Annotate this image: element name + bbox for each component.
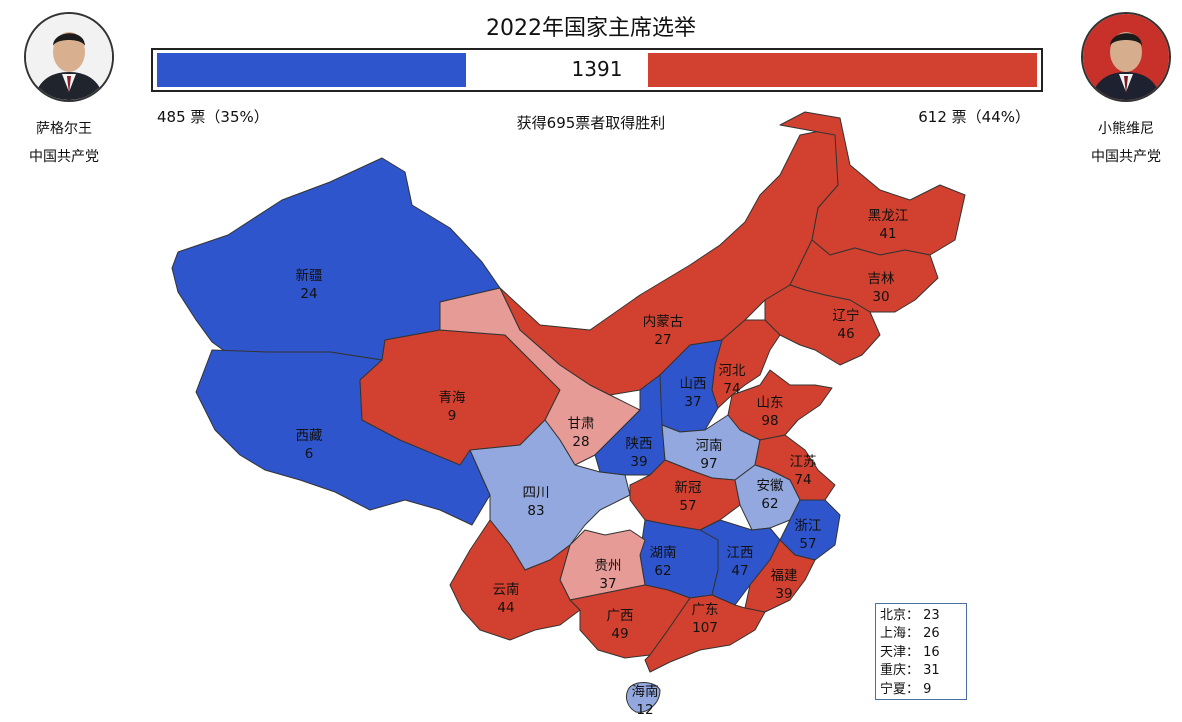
region-votes-label: 37 [684, 394, 701, 410]
legend-row: 重庆： 31 [880, 662, 962, 680]
right-vote-bar [648, 53, 1037, 87]
region-shape [644, 594, 766, 673]
region-shape [499, 127, 839, 396]
region-name-label: 河北 [719, 363, 747, 379]
region-shape [195, 349, 491, 526]
legend-value: 26 [919, 626, 940, 642]
region-votes-label: 49 [611, 626, 628, 642]
region-name-label: 广东 [692, 602, 719, 618]
candidate-left-party: 中国共产党 [29, 149, 99, 165]
region-name-label: 吉林 [868, 271, 896, 287]
region-votes-label: 37 [599, 576, 616, 592]
region-votes-label: 46 [837, 326, 854, 342]
region-name-label: 四川 [523, 485, 550, 501]
region-name-label: 湖南 [650, 545, 677, 561]
region-votes-label: 28 [572, 434, 589, 450]
region-votes-label: 97 [700, 456, 717, 472]
region-name-label: 浙江 [795, 518, 822, 534]
region-name-label: 辽宁 [833, 307, 860, 324]
region-votes-label: 62 [761, 496, 778, 512]
region-votes-label: 27 [654, 332, 671, 348]
region-name-label: 内蒙古 [643, 314, 684, 330]
region-votes-label: 44 [497, 600, 514, 616]
candidate-right-party: 中国共产党 [1091, 149, 1161, 165]
region-votes-label: 24 [300, 286, 317, 302]
win-threshold-note: 获得695票者取得胜利 [516, 114, 666, 132]
region-shape [625, 682, 661, 713]
region-votes-label: 41 [879, 226, 896, 242]
municipality-legend: 北京： 23 上海： 26 天津： 16 重庆： 31 宁夏： 9 [875, 603, 967, 700]
legend-value: 9 [919, 681, 932, 697]
total-votes: 1391 [571, 57, 623, 81]
legend-value: 23 [919, 608, 940, 623]
region-votes-label: 83 [527, 503, 544, 519]
legend-label: 重庆： [880, 663, 920, 679]
legend-row: 上海： 26 [880, 625, 962, 643]
candidate-right-name: 小熊维尼 [1098, 121, 1154, 137]
left-vote-bar [157, 53, 466, 87]
region-votes-label: 98 [761, 413, 778, 429]
region-name-label: 云南 [493, 582, 520, 598]
region-name-label: 甘肃 [568, 416, 595, 432]
legend-row: 北京： 23 [880, 607, 962, 625]
region-votes-label: 12 [636, 702, 653, 718]
region-name-label: 江西 [727, 545, 754, 561]
legend-label: 上海： [880, 626, 920, 642]
region-name-label: 海南 [632, 684, 659, 700]
region-shape [449, 519, 581, 641]
region-name-label: 贵州 [595, 558, 622, 574]
left-vote-count: 485 票（35%） [157, 108, 269, 126]
right-vote-count: 612 票（44%） [918, 108, 1030, 126]
region-name-label: 西藏 [296, 428, 323, 444]
candidate-left-avatar [24, 12, 114, 102]
vote-tally-bar: 1391 [151, 48, 1043, 92]
region-votes-label: 74 [723, 381, 740, 397]
region-name-label: 广西 [607, 608, 634, 624]
region-votes-label: 57 [799, 536, 816, 552]
region-name-label: 新冠 [675, 480, 703, 496]
region-votes-label: 74 [794, 472, 811, 488]
region-name-label: 新疆 [296, 268, 323, 284]
region-votes-label: 6 [305, 446, 314, 462]
candidate-right-avatar [1081, 12, 1171, 102]
legend-value: 16 [919, 644, 940, 660]
region-votes-label: 47 [731, 563, 748, 579]
region-name-label: 山西 [680, 376, 707, 392]
legend-row: 天津： 16 [880, 644, 962, 662]
region-votes-label: 107 [692, 620, 718, 636]
region-votes-label: 39 [775, 586, 792, 602]
page-title: 2022年国家主席选举 [486, 16, 696, 41]
region-votes-label: 39 [630, 454, 647, 470]
region-name-label: 江苏 [790, 454, 817, 470]
legend-label: 北京： [880, 608, 920, 623]
region-name-label: 黑龙江 [868, 208, 909, 224]
region-name-label: 安徽 [757, 478, 785, 494]
legend-row: 宁夏： 9 [880, 681, 962, 699]
region-name-label: 陕西 [626, 436, 653, 452]
region-votes-label: 62 [654, 563, 671, 579]
region-votes-label: 57 [679, 498, 696, 514]
region-votes-label: 9 [448, 408, 457, 424]
region-votes-label: 30 [872, 289, 889, 305]
region-name-label: 山东 [757, 395, 784, 411]
legend-value: 31 [919, 663, 940, 679]
legend-label: 天津： [880, 644, 920, 660]
region-name-label: 青海 [439, 390, 466, 406]
candidate-left-name: 萨格尔王 [36, 121, 92, 137]
region-name-label: 河南 [696, 438, 723, 454]
region-name-label: 福建 [771, 568, 798, 584]
legend-label: 宁夏： [880, 681, 920, 697]
region-shape [744, 539, 816, 613]
